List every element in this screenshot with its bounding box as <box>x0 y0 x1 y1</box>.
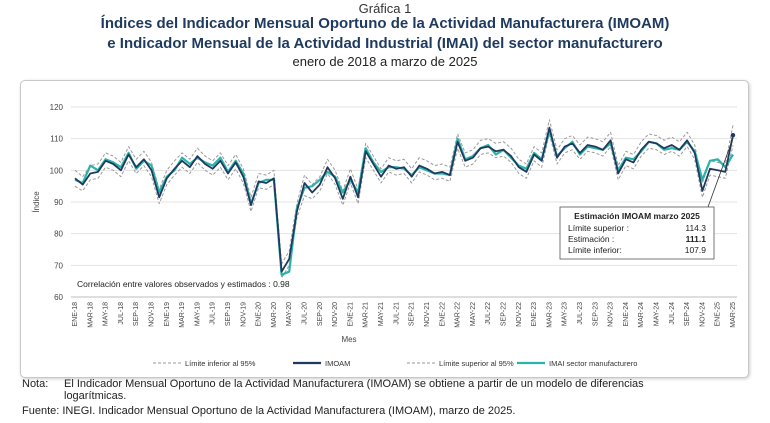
estimate-point <box>730 132 736 138</box>
y-tick-label: 60 <box>54 293 63 302</box>
y-tick-label: 120 <box>50 103 64 112</box>
x-tick-label: ENE-21 <box>347 302 354 327</box>
series-line-0 <box>74 133 734 279</box>
x-tick-label: MAR-21 <box>363 302 370 328</box>
note-text: El Indicador Mensual Oportuno de la Acti… <box>64 378 644 402</box>
x-tick-label: NOV-23 <box>608 302 615 327</box>
x-tick-label: SEP-18 <box>133 302 140 326</box>
x-tick-label: SEP-19 <box>225 302 232 326</box>
legend: Límite inferior al 95% IMOAM Límite superi… <box>153 359 637 368</box>
grid <box>71 106 737 298</box>
x-tick-label: ENE-25 <box>715 302 722 327</box>
chart-frame: 60 70 80 90 100 110 120 Índice ENE-18 MAR-18 MAY-1… <box>20 80 749 378</box>
x-tick-label: MAR-20 <box>271 302 278 328</box>
estimate-row-label: Estimación : <box>568 234 614 244</box>
y-tick-label: 100 <box>50 166 64 175</box>
series-line-1 <box>74 126 734 273</box>
series-line-3 <box>74 129 734 276</box>
estimate-pointer <box>707 138 734 208</box>
x-tick-label: ENE-22 <box>439 302 446 327</box>
y-tick-label: 90 <box>54 198 63 207</box>
estimate-row-value: 111.1 <box>686 234 707 244</box>
estimate-box <box>559 206 715 260</box>
x-tick-label: MAY-21 <box>378 302 385 326</box>
x-tick-label: JUL-24 <box>669 302 676 325</box>
x-tick-label: SEP-21 <box>409 302 416 326</box>
x-tick-label: MAY-19 <box>194 302 201 326</box>
x-tick-label: MAY-20 <box>286 302 293 326</box>
x-tick-label: ENE-19 <box>164 302 171 327</box>
x-tick-label: JUL-23 <box>577 302 584 325</box>
x-tick-label: ENE-24 <box>623 302 630 327</box>
x-tick-label: ENE-23 <box>531 302 538 327</box>
x-tick-label: NOV-18 <box>149 302 156 327</box>
source-text: Fuente: INEGI. Indicador Mensual Oportun… <box>22 405 516 417</box>
line-chart: 60 70 80 90 100 110 120 Índice ENE-18 MAR-18 MAY-1… <box>32 103 737 368</box>
axes: 60 70 80 90 100 110 120 Índice ENE-18 MAR-18 MAY-1… <box>32 103 737 344</box>
chart-subtitle: enero de 2018 a marzo de 2025 <box>292 54 478 69</box>
estimate-box-title: Estimación IMOAM marzo 2025 <box>574 211 700 221</box>
x-tick-label: MAR-25 <box>730 302 737 328</box>
x-tick-label: JUL-20 <box>302 302 309 325</box>
y-tick-label: 70 <box>54 261 63 270</box>
y-tick-label: 110 <box>50 135 63 144</box>
x-tick-label: MAR-22 <box>455 302 462 328</box>
correlation-note: Correlación entre valores observados y e… <box>77 279 290 289</box>
x-tick-label: MAY-22 <box>470 302 477 326</box>
annotations: Correlación entre valores observados y e… <box>77 132 736 289</box>
x-axis-label: Mes <box>341 335 356 344</box>
x-tick-label: JUL-21 <box>393 302 400 325</box>
x-tick-label: MAY-24 <box>653 302 660 326</box>
x-tick-label: MAY-18 <box>103 302 110 326</box>
x-tick-label: MAR-24 <box>638 302 645 328</box>
x-tick-label: NOV-20 <box>332 302 339 327</box>
x-tick-label: MAR-18 <box>87 302 94 328</box>
x-tick-label: ENE-20 <box>256 302 263 327</box>
estimate-row-value: 107.9 <box>685 245 707 255</box>
note-label: Nota: <box>22 378 49 390</box>
x-tick-label: NOV-19 <box>240 302 247 327</box>
series <box>74 119 734 279</box>
estimate-row-value: 114.3 <box>685 223 706 233</box>
x-tick-label: JUL-19 <box>210 302 217 325</box>
x-tick-label: MAR-23 <box>546 302 553 328</box>
x-tick-label: JUL-18 <box>118 302 125 325</box>
x-tick-label: SEP-23 <box>592 302 599 326</box>
y-tick-label: 80 <box>54 230 63 239</box>
estimate-row-label: Límite superior : <box>568 223 629 233</box>
x-tick-label: JUL-22 <box>485 302 492 325</box>
x-tick-label: NOV-22 <box>516 302 523 327</box>
x-tick-label: NOV-24 <box>699 302 706 327</box>
x-tick-label: SEP-22 <box>500 302 507 326</box>
series-line-2 <box>74 119 734 265</box>
legend-label: Límite inferior al 95% <box>185 359 256 368</box>
x-tick-label: SEP-24 <box>684 302 691 326</box>
chart-number: Gráfica 1 <box>358 1 412 16</box>
legend-label: IMOAM <box>325 359 350 368</box>
x-tick-label: NOV-21 <box>424 302 431 327</box>
x-tick-label: ENE-18 <box>72 302 79 327</box>
legend-label: Límite superior al 95% <box>439 359 514 368</box>
x-tick-label: MAR-19 <box>179 302 186 328</box>
legend-label: IMAI sector manufacturero <box>549 359 637 368</box>
x-tick-label: SEP-20 <box>317 302 324 326</box>
chart-title-line-2: e Indicador Mensual de la Actividad Indu… <box>107 35 663 52</box>
chart-title-line-1: Índices del Indicador Mensual Oportuno d… <box>100 15 670 32</box>
estimate-row-label: Límite inferior: <box>568 245 622 255</box>
y-axis-label: Índice <box>32 191 41 213</box>
x-tick-label: MAY-23 <box>562 302 569 326</box>
